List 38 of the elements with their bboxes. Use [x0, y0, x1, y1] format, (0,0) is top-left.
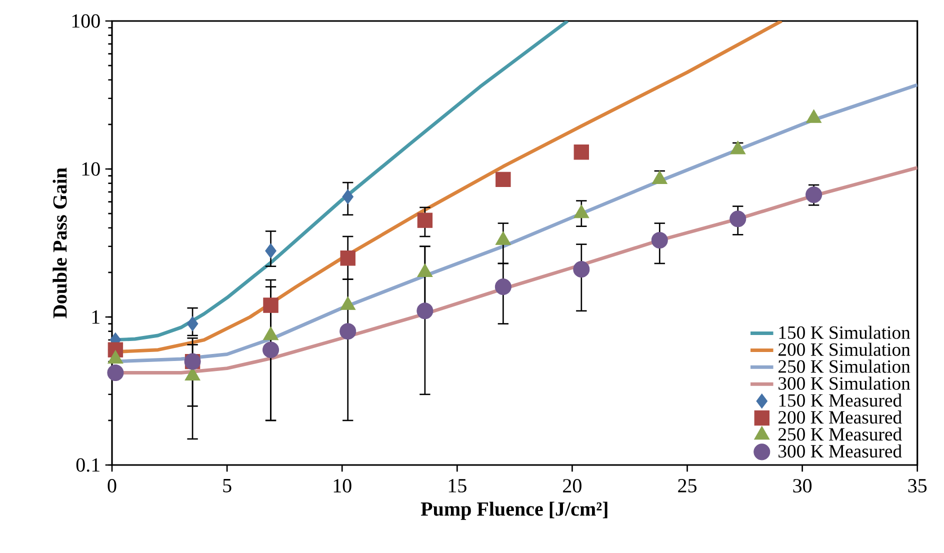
x-tick-label: 0	[108, 479, 116, 493]
y-tick-label: 100	[72, 14, 100, 28]
legend-label: 200 K Simulation	[778, 342, 910, 356]
legend-label: 250 K Measured	[778, 427, 902, 441]
x-tick-label: 35	[908, 479, 927, 492]
point	[494, 278, 512, 296]
point	[262, 342, 280, 358]
x-axis-title: Pump Fluence [J/cm²]	[420, 502, 608, 520]
point	[186, 316, 198, 332]
x-tick-label: 25	[678, 479, 696, 492]
legend-label: 150 K Simulation	[779, 326, 910, 339]
y-tick-label: 1	[92, 310, 100, 324]
x-tick-label: 30	[793, 479, 812, 493]
point	[574, 144, 590, 160]
legend-label: 300 K Measured	[778, 444, 902, 458]
point	[651, 232, 668, 249]
point	[340, 323, 356, 340]
y-tick-label: 0.1	[76, 458, 100, 472]
y-axis-title: Double Pass Gain	[52, 168, 67, 318]
point	[573, 261, 590, 278]
point	[496, 172, 511, 188]
point	[417, 212, 433, 228]
point	[107, 364, 124, 382]
point	[416, 302, 434, 320]
point	[265, 243, 276, 258]
x-tick-label: 20	[563, 479, 582, 493]
point	[263, 298, 278, 313]
y-tick-label: 10	[82, 162, 100, 176]
x-tick-label: 15	[448, 479, 466, 492]
point	[340, 250, 356, 266]
legend-label: 200 K Measured	[778, 410, 902, 424]
point	[730, 210, 746, 228]
x-tick-label: 5	[223, 479, 232, 492]
legend-label: 300 K Simulation	[778, 376, 910, 390]
legend-label: 150 K Measured	[779, 394, 902, 407]
x-tick-label: 10	[334, 479, 352, 493]
legend-label: 250 K Simulation	[778, 360, 910, 373]
point	[342, 189, 354, 204]
